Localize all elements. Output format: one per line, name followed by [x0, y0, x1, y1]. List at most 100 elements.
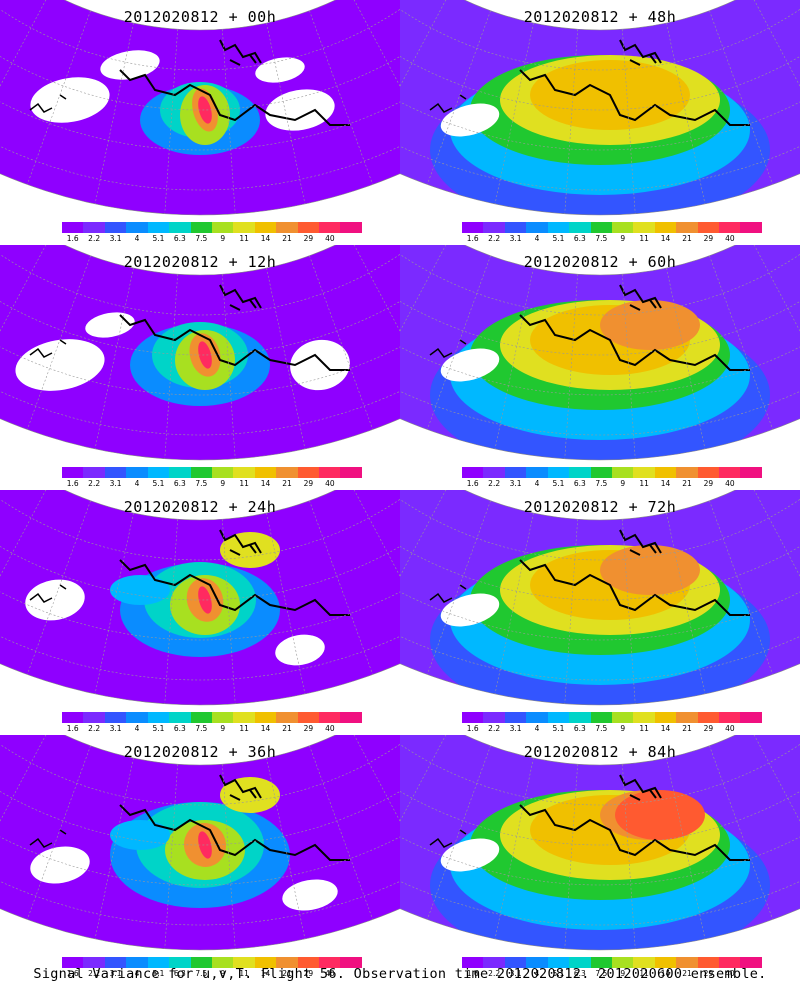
colorbar-tick-label: 5.1 — [552, 479, 565, 488]
colorbar-tick-label: 21 — [682, 234, 692, 243]
colorbar-tick-label: 3.1 — [509, 969, 522, 978]
colorbar-segment — [697, 222, 720, 233]
colorbar-segment — [104, 712, 127, 723]
colorbar-tick-label: 7.5 — [595, 724, 608, 733]
colorbar-segment — [340, 467, 362, 478]
colorbar-tick-label: 21 — [682, 724, 692, 733]
colorbar-tick-label: 6.3 — [573, 234, 586, 243]
colorbar-tick-label: 1.6 — [66, 479, 79, 488]
colorbar — [462, 712, 762, 723]
colorbar-tick-label: 9 — [620, 479, 626, 488]
colorbar-segment — [676, 712, 698, 723]
colorbar-tick-label: 6.3 — [173, 969, 186, 978]
colorbar-segment — [697, 712, 720, 723]
colorbar-segment — [526, 957, 548, 968]
colorbar-segment — [462, 712, 484, 723]
colorbar — [462, 957, 762, 968]
colorbar-segment — [547, 222, 570, 233]
colorbar-tick-label: 21 — [282, 969, 292, 978]
colorbar-tick-label: 4 — [134, 479, 140, 488]
colorbar-segment — [526, 467, 548, 478]
colorbar-segment — [633, 222, 655, 233]
colorbar-tick-label: 7.5 — [595, 969, 608, 978]
colorbar-segment — [169, 222, 191, 233]
colorbar-tick-label: 7.5 — [595, 234, 608, 243]
colorbar-segment — [340, 957, 362, 968]
colorbar-segment — [147, 467, 170, 478]
colorbar-segment — [104, 957, 127, 968]
colorbar-tick-label: 1.6 — [466, 479, 479, 488]
colorbar-segment — [297, 957, 320, 968]
colorbar-segment — [569, 222, 591, 233]
colorbar-tick-label: 4 — [534, 724, 540, 733]
panel-title: 2012020812 + 12h — [123, 253, 277, 271]
colorbar-segment — [547, 467, 570, 478]
colorbar-segment — [319, 712, 341, 723]
colorbar-segment — [740, 222, 762, 233]
colorbar-segment — [319, 222, 341, 233]
colorbar-tick-label: 4 — [534, 969, 540, 978]
variance-map — [0, 490, 400, 706]
colorbar-tick-label: 14 — [660, 969, 671, 978]
colorbar-tick-label: 29 — [303, 234, 314, 243]
colorbar-tick-label: 9 — [220, 234, 226, 243]
colorbar-segment — [254, 222, 277, 233]
colorbar-segment — [211, 712, 234, 723]
colorbar-tick-label: 11 — [639, 479, 649, 488]
colorbar-tick-label: 11 — [639, 969, 649, 978]
colorbar-segment — [633, 712, 655, 723]
colorbar-segment — [340, 712, 362, 723]
colorbar-segment — [569, 712, 591, 723]
colorbar-tick-label: 40 — [725, 724, 735, 733]
colorbar-tick-label: 5.1 — [152, 724, 165, 733]
colorbar-tick-label: 1.6 — [466, 969, 479, 978]
colorbar-segment — [83, 957, 105, 968]
colorbar-tick-label: 7.5 — [195, 969, 208, 978]
colorbar-tick-label: 2.2 — [488, 969, 501, 978]
colorbar-tick-label: 5.1 — [552, 234, 565, 243]
panel-title: 2012020812 + 84h — [523, 743, 677, 761]
colorbar-tick-label: 6.3 — [573, 724, 586, 733]
colorbar — [462, 222, 762, 233]
forecast-panel: 2012020812 + 12h 1.6 2.2 3.1 4 5.1 6.3 7.5 9 11 14… — [0, 245, 400, 490]
colorbar-tick-label: 4 — [134, 969, 140, 978]
colorbar-segment — [147, 712, 170, 723]
panel-title: 2012020812 + 00h — [123, 8, 277, 26]
colorbar-tick-label: 5.1 — [152, 234, 165, 243]
colorbar-segment — [62, 222, 84, 233]
colorbar-tick-label: 6.3 — [573, 969, 586, 978]
colorbar-tick-label: 14 — [260, 479, 271, 488]
colorbar-segment — [190, 222, 212, 233]
colorbar-segment — [697, 957, 720, 968]
forecast-panel: 2012020812 + 36h 1.6 2.2 3.1 4 5.1 6.3 7.5 9 11 14… — [0, 735, 400, 980]
forecast-panel: 2012020812 + 48h 1.6 2.2 3.1 4 5.1 6.3 7.5 9 11 14… — [400, 0, 800, 245]
colorbar-segment — [62, 712, 84, 723]
colorbar-tick-label: 7.5 — [595, 479, 608, 488]
colorbar-segment — [504, 467, 527, 478]
colorbar-segment — [297, 712, 320, 723]
colorbar-segment — [83, 467, 105, 478]
forecast-panel: 2012020812 + 72h 1.6 2.2 3.1 4 5.1 6.3 7.5 9 11 14… — [400, 490, 800, 735]
colorbar-segment — [569, 467, 591, 478]
colorbar-tick-label: 5.1 — [152, 969, 165, 978]
colorbar-segment — [719, 712, 741, 723]
colorbar — [462, 467, 762, 478]
colorbar-tick-label: 40 — [725, 234, 735, 243]
variance-map — [400, 735, 800, 951]
variance-map — [400, 490, 800, 706]
colorbar-tick-label: 21 — [282, 234, 292, 243]
colorbar-segment — [83, 222, 105, 233]
colorbar-segment — [719, 467, 741, 478]
colorbar-tick-label: 29 — [303, 724, 314, 733]
colorbar-tick-label: 3.1 — [109, 479, 122, 488]
colorbar-segment — [697, 467, 720, 478]
colorbar-segment — [483, 467, 505, 478]
colorbar-labels: 1.6 2.2 3.1 4 5.1 6.3 7.5 9 11 14 21 29 40 — [62, 234, 362, 244]
colorbar-tick-label: 4 — [534, 479, 540, 488]
colorbar-segment — [319, 467, 341, 478]
colorbar-segment — [276, 712, 298, 723]
panel-title: 2012020812 + 72h — [523, 498, 677, 516]
colorbar-tick-label: 9 — [620, 234, 626, 243]
colorbar — [62, 222, 362, 233]
colorbar-tick-label: 5.1 — [152, 479, 165, 488]
